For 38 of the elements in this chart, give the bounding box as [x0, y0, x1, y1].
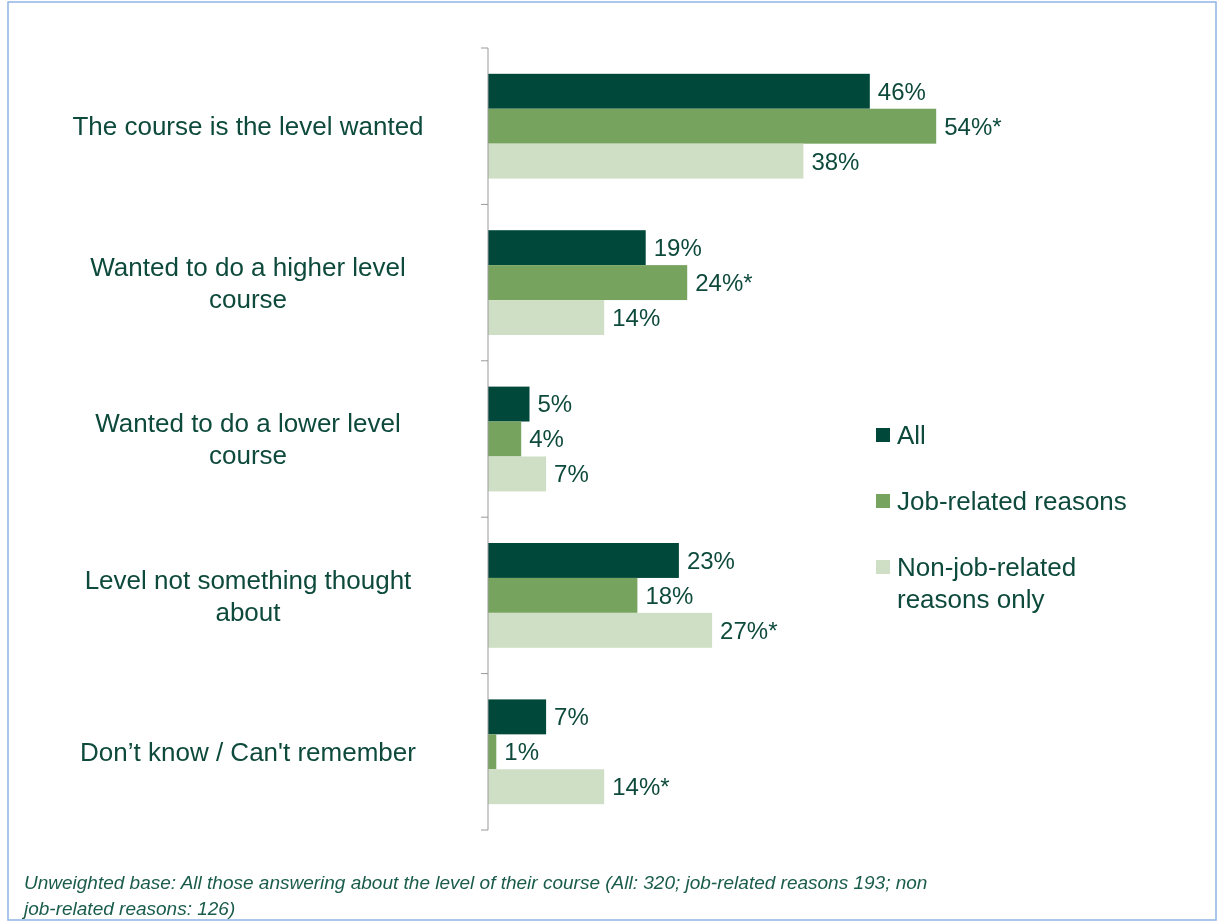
legend-label: Non-job-related reasons only: [897, 552, 1077, 615]
y-tick-label: The course is the level wanted: [72, 111, 424, 142]
bar: [488, 769, 605, 805]
legend-label: All: [897, 420, 926, 451]
data-label: 7%: [554, 703, 589, 731]
bar: [488, 699, 547, 735]
bar: [488, 108, 937, 144]
legend-label: Job-related reasons: [897, 486, 1127, 517]
bar: [488, 300, 605, 335]
data-label: 18%: [645, 581, 694, 609]
data-label: 54%*: [944, 112, 1002, 140]
bar: [488, 230, 646, 266]
data-label: 38%: [811, 147, 860, 175]
y-tick-label: Level not something thought about: [84, 564, 413, 627]
y-tick-label: Wanted to do a higher level course: [90, 251, 406, 314]
data-label: 14%: [612, 303, 661, 331]
data-label: 4%: [529, 425, 564, 453]
bar: [488, 543, 679, 578]
data-label: 19%: [653, 234, 702, 262]
text: Unweighted base: All those answering about the level of their course (All: 320; job-related reasons 193; non job-related reasons: 126): [21, 872, 928, 919]
data-label: 14%*: [612, 773, 670, 801]
data-label: 27%*: [720, 616, 778, 644]
bar: [488, 73, 870, 109]
bar: [488, 265, 688, 301]
bar: [488, 386, 530, 422]
y-tick-label: Wanted to do a lower level course: [95, 408, 401, 471]
y-tick-label: Don’t know / Can't remember: [80, 736, 417, 767]
bar: [488, 577, 638, 613]
data-label: 7%: [554, 460, 589, 488]
data-label: 24%*: [695, 269, 753, 296]
data-label: 46%: [877, 77, 926, 105]
bar: [488, 612, 713, 648]
data-label: 23%: [686, 546, 735, 574]
data-label: 1%: [504, 738, 539, 766]
bar: [488, 456, 547, 492]
bar: [488, 421, 522, 457]
data-label: 5%: [537, 390, 573, 418]
bar: [488, 143, 804, 179]
